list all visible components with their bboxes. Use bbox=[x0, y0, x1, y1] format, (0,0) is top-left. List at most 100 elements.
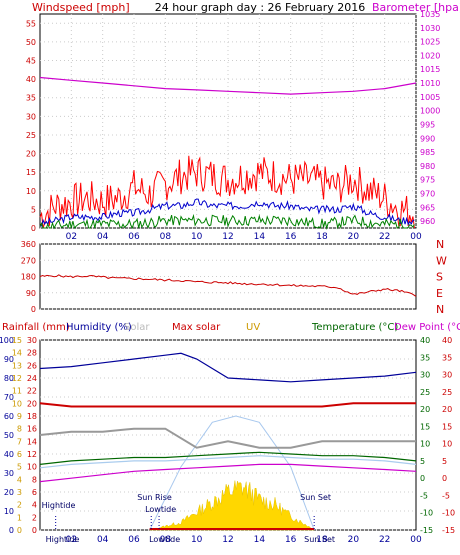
uv-tick-4: 4 bbox=[17, 475, 22, 484]
dir-tick-label-3: 270 bbox=[21, 256, 36, 265]
compass-label-3: E bbox=[436, 287, 443, 300]
uv-tick-3: 3 bbox=[17, 488, 22, 497]
rain-tick-3: 6 bbox=[32, 488, 37, 497]
uv-tick-14: 14 bbox=[12, 349, 22, 358]
compass-label-1: W bbox=[436, 254, 447, 267]
humidity-tick-3: 30 bbox=[4, 469, 14, 478]
direction-grid bbox=[40, 243, 416, 310]
sensor-x-ticks: 02 04 06 08 10 12 14 16 18 20 22 00 Hightide Lowtide S… bbox=[46, 535, 422, 545]
sensor-series bbox=[39, 352, 417, 531]
wind-x-tick-10: 22 bbox=[379, 232, 390, 242]
rain-tick-7: 14 bbox=[27, 437, 37, 446]
bottom-event-label-2: Sun Set bbox=[304, 535, 335, 544]
wind-x-tick-4: 10 bbox=[191, 232, 203, 242]
humidity-tick-7: 70 bbox=[4, 393, 14, 402]
temp-tick-3: 0 bbox=[420, 474, 425, 483]
bottom-event-label-0: Hightide bbox=[46, 535, 80, 544]
wind-x-tick-11: 00 bbox=[410, 232, 422, 242]
humidity-tick-5: 50 bbox=[4, 431, 14, 440]
dew-tick-8: 25 bbox=[442, 388, 452, 397]
sensor-y-axes: 0102030405060708090100012345678910111213… bbox=[0, 336, 455, 535]
wind-x-ticks: 02 04 06 08 10 12 14 16 18 20 22 00 bbox=[66, 232, 422, 242]
compass-label-0: N bbox=[436, 238, 444, 251]
dew-tick-9: 30 bbox=[442, 371, 452, 380]
dew-tick-10: 35 bbox=[442, 353, 452, 362]
wind-tick-label-2: 10 bbox=[26, 187, 36, 196]
legend-temperature: Temperature (°C) bbox=[311, 322, 398, 333]
baro-tick-label-2: 970 bbox=[420, 189, 435, 198]
baro-tick-label-3: 975 bbox=[420, 176, 435, 185]
temp-tick-8: 25 bbox=[420, 388, 430, 397]
baro-axis-label: Barometer [hpa] bbox=[372, 1, 460, 14]
baro-tick-label-12: 1020 bbox=[420, 51, 440, 60]
rain-tick-0: 0 bbox=[32, 526, 37, 535]
temp-tick-1: -10 bbox=[420, 509, 433, 518]
wind-axis-label: Windspeed [mph] bbox=[32, 1, 130, 14]
baro-tick-label-8: 1000 bbox=[420, 107, 440, 116]
dew-tick-0: -15 bbox=[442, 526, 455, 535]
uv-tick-5: 5 bbox=[17, 463, 22, 472]
wind-y-ticks: 0 5 10 15 20 25 30 35 40 45 50 55 bbox=[26, 19, 36, 233]
rain-tick-8: 16 bbox=[27, 425, 37, 434]
sensor-x-tick-8: 18 bbox=[316, 535, 328, 545]
baro-tick-label-5: 985 bbox=[420, 148, 435, 157]
event-label-3: Sun Set bbox=[300, 493, 331, 502]
rain-tick-11: 22 bbox=[27, 387, 37, 396]
uv-tick-15: 15 bbox=[12, 336, 22, 345]
sensor-x-tick-10: 22 bbox=[379, 535, 390, 545]
wind-series bbox=[39, 76, 417, 230]
dew-tick-3: 0 bbox=[442, 474, 447, 483]
dir-tick-label-1: 90 bbox=[26, 289, 36, 298]
maxsolar-curve bbox=[149, 415, 315, 531]
wind-x-tick-5: 12 bbox=[222, 232, 233, 242]
temp-tick-11: 40 bbox=[420, 336, 430, 345]
temp-tick-7: 20 bbox=[420, 405, 430, 414]
wind-tick-label-5: 25 bbox=[26, 131, 36, 140]
humidity-tick-10: 100 bbox=[0, 336, 14, 345]
avgwind-line bbox=[39, 198, 415, 227]
temp-tick-6: 15 bbox=[420, 422, 430, 431]
rain-tick-1: 2 bbox=[32, 513, 37, 522]
legend-humidity: Humidity (%) bbox=[66, 322, 132, 333]
humidity-tick-0: 0 bbox=[9, 526, 14, 535]
wind-x-tick-6: 14 bbox=[254, 232, 266, 242]
wind-tick-label-6: 30 bbox=[26, 112, 36, 121]
dew-tick-7: 20 bbox=[442, 405, 452, 414]
event-label-2: Lowtide bbox=[145, 505, 176, 514]
uv-tick-8: 8 bbox=[17, 425, 22, 434]
baro-tick-label-14: 1030 bbox=[420, 24, 440, 33]
baro-tick-label-11: 1015 bbox=[420, 65, 440, 74]
baro-tick-label-10: 1010 bbox=[420, 79, 440, 88]
sensor-x-tick-0: 02 bbox=[66, 535, 77, 545]
wind-tick-label-1: 5 bbox=[31, 205, 36, 214]
redline-line bbox=[39, 402, 416, 408]
dew-tick-5: 10 bbox=[442, 440, 452, 449]
uv-tick-10: 10 bbox=[12, 399, 22, 408]
wind-x-tick-0: 02 bbox=[66, 232, 77, 242]
baro-tick-label-4: 980 bbox=[420, 162, 435, 171]
sensor-events: Hightide Sun Rise Lowtide Sun Set bbox=[42, 493, 331, 530]
dew-tick-6: 15 bbox=[442, 422, 452, 431]
wind-x-tick-3: 08 bbox=[160, 232, 172, 242]
uv-tick-0: 0 bbox=[17, 526, 22, 535]
sensor-x-tick-9: 20 bbox=[348, 535, 360, 545]
legend-maxsolar: Max solar bbox=[172, 322, 221, 333]
dew-tick-4: 5 bbox=[442, 457, 447, 466]
humidity-tick-8: 80 bbox=[4, 374, 14, 383]
event-label-1: Sun Rise bbox=[137, 493, 172, 502]
rain-tick-9: 18 bbox=[27, 412, 37, 421]
rain-tick-2: 4 bbox=[32, 501, 37, 510]
gust-line bbox=[39, 155, 415, 229]
wind-tick-label-7: 35 bbox=[26, 94, 36, 103]
humidity-tick-6: 60 bbox=[4, 412, 14, 421]
rain-tick-13: 26 bbox=[27, 361, 37, 370]
solar-area bbox=[149, 480, 316, 531]
baro-tick-label-7: 995 bbox=[420, 120, 435, 129]
dew-tick-1: -10 bbox=[442, 509, 455, 518]
rain-tick-5: 10 bbox=[27, 463, 37, 472]
uv-tick-2: 2 bbox=[17, 501, 22, 510]
compass-label-4: N bbox=[436, 303, 444, 316]
humidity-tick-4: 40 bbox=[4, 450, 14, 459]
rain-tick-14: 28 bbox=[27, 349, 37, 358]
